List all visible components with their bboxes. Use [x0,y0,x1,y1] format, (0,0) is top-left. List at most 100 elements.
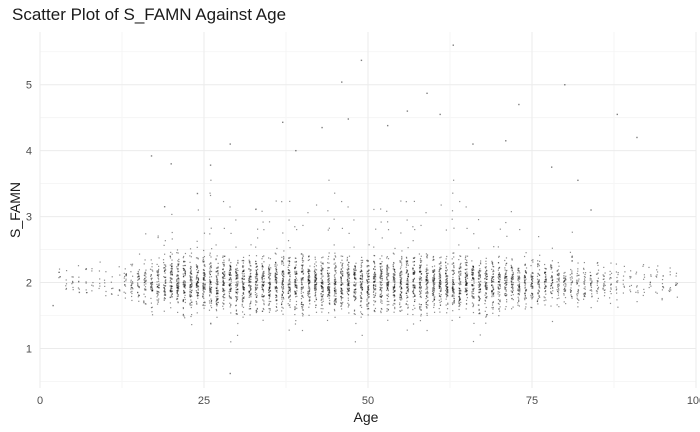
data-point [491,291,493,293]
data-point [453,266,455,268]
data-point [379,289,381,291]
data-point [334,287,336,290]
data-point [210,290,212,293]
data-point [269,268,271,271]
data-point [189,276,191,278]
data-point [355,288,357,290]
data-point [335,256,337,258]
data-point [184,281,186,283]
data-point [380,281,383,283]
data-point [222,263,224,266]
data-point [432,256,434,258]
data-point [393,284,396,286]
data-point [254,286,257,288]
data-point [578,274,580,276]
data-point [248,268,250,270]
data-point [401,250,403,252]
data-point [446,283,448,285]
data-point [486,286,488,289]
data-point [406,297,408,299]
data-point [525,278,527,280]
data-point [380,289,383,292]
data-point [523,255,526,258]
data-point [235,289,237,291]
data-point [308,272,310,274]
data-point [405,283,407,285]
data-point [241,300,244,302]
data-point [499,306,501,308]
data-point [176,266,178,268]
data-point [334,276,336,279]
data-point [393,291,395,293]
data-point [453,264,455,267]
data-point [315,290,317,292]
data-point [71,280,74,282]
data-point [158,298,160,300]
data-point [309,299,311,302]
data-point [355,291,357,293]
data-point [538,269,541,271]
data-point [473,287,475,289]
data-point [91,290,93,292]
data-point [420,273,423,275]
data-point [373,289,375,291]
data-point [486,278,488,280]
data-point [576,295,578,297]
data-point [399,273,401,275]
data-point [347,288,349,290]
data-point [485,278,488,280]
data-point [360,287,362,289]
data-point [243,313,246,316]
data-point [302,304,304,306]
data-point [222,284,224,286]
data-point [241,277,243,279]
data-point [347,294,350,296]
data-point [217,298,219,301]
data-point [131,299,133,302]
data-point [137,278,140,280]
data-point [235,278,237,280]
data-point [328,290,330,292]
data-point [505,292,507,295]
data-point [275,262,277,264]
data-point [440,294,442,296]
data-point [485,316,487,318]
data-point [571,281,573,283]
data-point [433,299,435,301]
data-point [242,269,244,272]
data-point [479,262,482,264]
data-point [400,280,403,282]
data-point [669,274,671,276]
data-point [478,272,480,274]
data-point [269,281,271,283]
data-point [530,264,532,267]
data-point [340,302,342,304]
data-point [544,272,546,274]
data-point [262,296,264,298]
data-point [196,269,198,271]
data-point [334,283,337,285]
data-point [138,274,140,276]
data-point [243,296,245,298]
data-point [478,281,480,283]
data-point [669,271,671,273]
data-point [289,289,291,291]
data-point [439,277,441,279]
data-point [518,270,520,272]
data-point [204,301,206,303]
data-point [333,308,336,311]
data-point [235,310,238,312]
data-point [223,303,225,305]
data-point [322,256,324,258]
data-point [393,278,395,280]
data-point [459,290,461,292]
data-point [295,286,297,288]
data-point [504,269,506,271]
data-point [537,280,539,282]
data-point [374,275,376,277]
data-point [491,304,494,306]
data-point [425,276,428,278]
data-point [261,285,263,287]
data-point [407,275,409,277]
data-point [433,290,435,292]
